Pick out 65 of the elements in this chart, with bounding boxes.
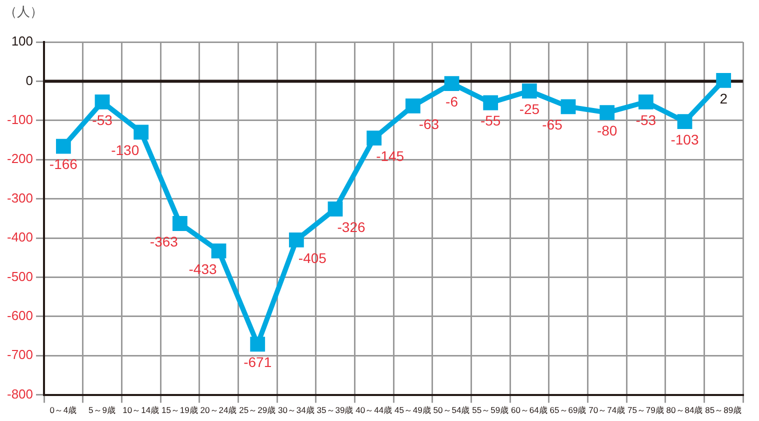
point: [405, 98, 420, 114]
data-label: -65: [542, 116, 563, 133]
x-tick-label: 20～24歳: [200, 405, 238, 416]
data-label: -25: [519, 100, 540, 117]
point: [560, 99, 576, 114]
point: [250, 336, 266, 352]
x-tick-label: 45～49歳: [394, 405, 432, 416]
y-tick-label: -500: [6, 268, 34, 284]
point: [94, 94, 110, 110]
data-label: -53: [92, 112, 113, 128]
data-label: -433: [188, 260, 217, 277]
point: [56, 138, 71, 154]
data-label: -405: [298, 250, 327, 266]
point: [483, 95, 498, 110]
point: [716, 72, 732, 88]
y-tick-label: 0: [26, 72, 34, 88]
y-tick-label: -800: [6, 386, 34, 402]
data-label: -6: [446, 93, 458, 110]
data-label: 2: [720, 90, 728, 106]
point: [328, 202, 343, 216]
x-tick-label: 40～44歳: [356, 405, 393, 416]
data-label: -80: [596, 122, 618, 138]
data-label: -55: [480, 112, 501, 129]
point: [172, 216, 188, 231]
data-label: -145: [376, 148, 404, 164]
x-tick-label: 60～64歳: [510, 405, 548, 416]
y-tick-label: -400: [6, 230, 34, 245]
point: [366, 130, 382, 146]
data-label: -671: [244, 354, 272, 370]
x-tick-label: 5～9歳: [88, 405, 116, 416]
x-tick-label: 55～59歳: [472, 405, 510, 416]
x-tick-label: 35～39歳: [316, 405, 354, 416]
x-tick-label: 65～69歳: [550, 405, 587, 416]
point: [522, 84, 537, 98]
y-axis-title: （人）: [4, 4, 43, 20]
x-tick-label: 10～14歳: [122, 405, 160, 416]
y-tick-label: -300: [6, 190, 34, 206]
point: [444, 76, 460, 91]
data-label: -166: [49, 156, 78, 172]
point: [134, 124, 149, 140]
data-label: -53: [636, 112, 656, 128]
data-label: -326: [337, 218, 366, 235]
x-tick-label: 30～34歳: [278, 405, 315, 416]
y-tick-label: -600: [6, 308, 34, 323]
point: [600, 105, 615, 120]
x-tick-label: 0～4歳: [50, 405, 78, 416]
data-label: -63: [418, 116, 440, 132]
y-tick-label: -100: [6, 112, 34, 127]
x-tick-label: 50～54歳: [433, 405, 470, 416]
point: [288, 232, 304, 248]
x-tick-label: 15～19歳: [161, 405, 198, 416]
x-tick-label: 75～79歳: [627, 405, 664, 416]
point: [677, 114, 692, 130]
x-tick-label: 80～84歳: [666, 405, 704, 416]
x-tick-label: 70～74歳: [588, 405, 626, 416]
x-tick-label: 25～29歳: [239, 405, 276, 416]
y-tick-label: -200: [6, 151, 34, 166]
y-tick-label: 100: [11, 34, 34, 49]
point: [638, 94, 654, 110]
x-tick-label: 85～89歳: [705, 405, 742, 416]
data-label: -363: [150, 233, 178, 250]
data-label: -130: [111, 142, 140, 158]
data-label: -103: [670, 131, 699, 148]
y-tick-label: -700: [6, 347, 34, 362]
point: [211, 243, 226, 258]
